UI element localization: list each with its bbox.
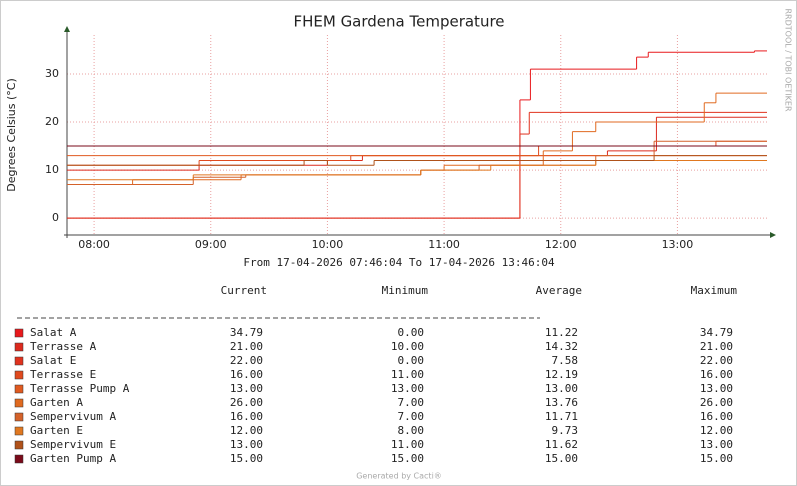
- stat-value: 13.00: [700, 382, 733, 395]
- legend-label: Salat A: [30, 326, 77, 339]
- x-tick-label: 09:00: [195, 238, 227, 251]
- axis-arrow: [64, 26, 70, 32]
- stat-header: Minimum: [382, 284, 429, 297]
- y-tick-label: 30: [45, 67, 59, 80]
- stat-header: Maximum: [691, 284, 738, 297]
- stat-value: 34.79: [230, 326, 263, 339]
- legend-label: Terrasse A: [30, 340, 97, 353]
- stat-value: 7.58: [552, 354, 579, 367]
- stat-value: 11.71: [545, 410, 578, 423]
- legend-label: Sempervivum E: [30, 438, 116, 451]
- y-tick-label: 0: [52, 211, 59, 224]
- stat-value: 0.00: [398, 326, 425, 339]
- stat-value: 15.00: [545, 452, 578, 465]
- stat-value: 12.19: [545, 368, 578, 381]
- stat-value: 11.22: [545, 326, 578, 339]
- axis-arrow: [770, 232, 776, 238]
- subtitle: From 17-04-2026 07:46:04 To 17-04-2026 1…: [243, 256, 555, 269]
- x-tick-label: 13:00: [662, 238, 694, 251]
- legend-swatch: [14, 398, 24, 408]
- legend-label: Sempervivum A: [30, 410, 116, 423]
- stat-header: Average: [536, 284, 582, 297]
- y-tick-label: 10: [45, 163, 59, 176]
- legend-swatch: [14, 356, 24, 366]
- stat-value: 34.79: [700, 326, 733, 339]
- watermark: RRDTOOL / TOBI OETIKER: [784, 8, 793, 111]
- stat-value: 21.00: [700, 340, 733, 353]
- stat-value: 21.00: [230, 340, 263, 353]
- legend-label: Terrasse Pump A: [30, 382, 130, 395]
- x-tick-label: 12:00: [545, 238, 577, 251]
- stat-value: 8.00: [398, 424, 425, 437]
- legend-swatch: [14, 412, 24, 422]
- stat-value: 26.00: [230, 396, 263, 409]
- stat-value: 11.00: [391, 438, 424, 451]
- stat-value: 11.62: [545, 438, 578, 451]
- stat-value: 16.00: [230, 410, 263, 423]
- legend-swatch: [14, 370, 24, 380]
- y-axis-label: Degrees Celsius (°C): [5, 78, 18, 192]
- legend-label: Garten E: [30, 424, 83, 437]
- legend-swatch: [14, 342, 24, 352]
- legend-label: Garten A: [30, 396, 83, 409]
- stat-value: 12.00: [230, 424, 263, 437]
- stat-value: 12.00: [700, 424, 733, 437]
- chart-title: FHEM Gardena Temperature: [293, 13, 504, 31]
- stat-value: 13.76: [545, 396, 578, 409]
- legend-swatch: [14, 454, 24, 464]
- stat-value: 16.00: [700, 368, 733, 381]
- stat-value: 15.00: [391, 452, 424, 465]
- x-tick-label: 08:00: [78, 238, 110, 251]
- footer: Generated by Cacti®: [356, 472, 442, 481]
- stat-value: 13.00: [230, 438, 263, 451]
- stat-value: 26.00: [700, 396, 733, 409]
- legend-swatch: [14, 440, 24, 450]
- stat-value: 15.00: [700, 452, 733, 465]
- y-tick-label: 20: [45, 115, 59, 128]
- stat-value: 7.00: [398, 396, 425, 409]
- stat-value: 0.00: [398, 354, 425, 367]
- stat-value: 13.00: [545, 382, 578, 395]
- stat-header: Current: [221, 284, 267, 297]
- x-tick-label: 11:00: [428, 238, 460, 251]
- stat-value: 13.00: [391, 382, 424, 395]
- legend-swatch: [14, 384, 24, 394]
- stat-value: 13.00: [230, 382, 263, 395]
- stat-value: 9.73: [552, 424, 579, 437]
- x-tick-label: 10:00: [312, 238, 344, 251]
- stat-value: 22.00: [230, 354, 263, 367]
- stat-value: 16.00: [700, 410, 733, 423]
- stat-value: 14.32: [545, 340, 578, 353]
- stat-value: 10.00: [391, 340, 424, 353]
- legend-label: Salat E: [30, 354, 76, 367]
- legend-swatch: [14, 328, 24, 338]
- stat-value: 22.00: [700, 354, 733, 367]
- legend-label: Terrasse E: [30, 368, 96, 381]
- stat-value: 16.00: [230, 368, 263, 381]
- stat-value: 11.00: [391, 368, 424, 381]
- stat-value: 7.00: [398, 410, 425, 423]
- legend-swatch: [14, 426, 24, 436]
- stat-value: 15.00: [230, 452, 263, 465]
- legend-label: Garten Pump A: [30, 452, 116, 465]
- stat-value: 13.00: [700, 438, 733, 451]
